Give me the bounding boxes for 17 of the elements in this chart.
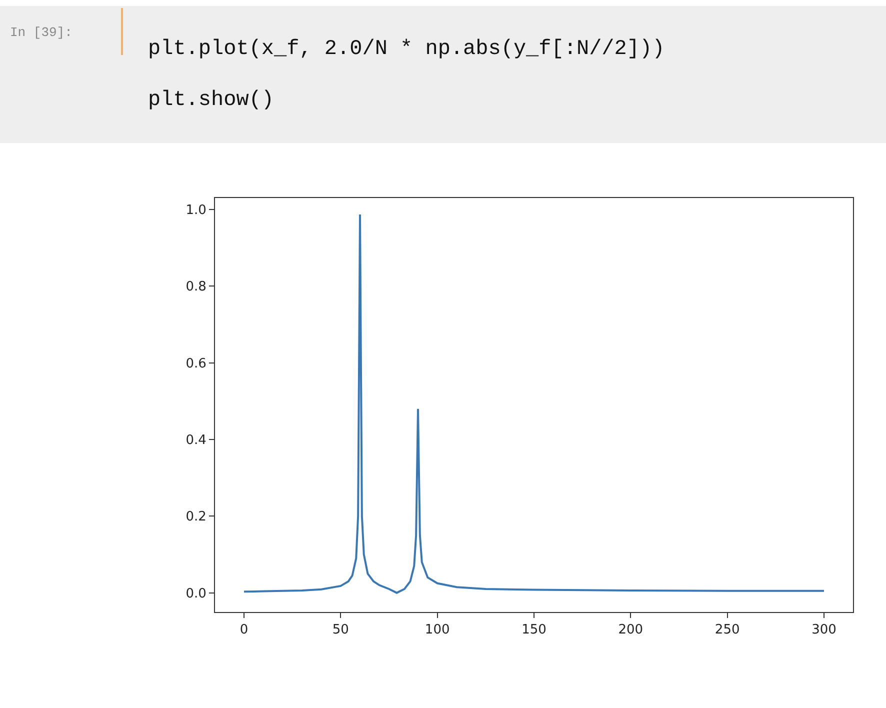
x-tick-label: 300 bbox=[812, 622, 836, 638]
x-tick-label: 0 bbox=[240, 622, 248, 638]
text: In [39]: bbox=[10, 25, 72, 40]
x-tick-label: 200 bbox=[618, 622, 644, 638]
text: plt.plot(x_f, 2.0/N * np.abs(y_f[:N//2])) bbox=[148, 38, 665, 61]
line-series bbox=[243, 213, 825, 594]
y-tick-label: 0.4 bbox=[186, 433, 206, 448]
y-tick-label: 0.0 bbox=[186, 586, 206, 602]
y-tick-label: 1.0 bbox=[186, 203, 206, 218]
x-tick-label: 150 bbox=[522, 622, 546, 638]
text: plt.show() bbox=[148, 89, 274, 112]
x-tick-label: 250 bbox=[714, 622, 740, 638]
y-tick-label: 0.8 bbox=[186, 280, 206, 295]
y-tick-label: 0.6 bbox=[186, 356, 206, 372]
x-tick-label: 100 bbox=[424, 622, 450, 638]
y-tick-label: 0.2 bbox=[186, 510, 206, 525]
x-tick-label: 50 bbox=[332, 622, 349, 638]
